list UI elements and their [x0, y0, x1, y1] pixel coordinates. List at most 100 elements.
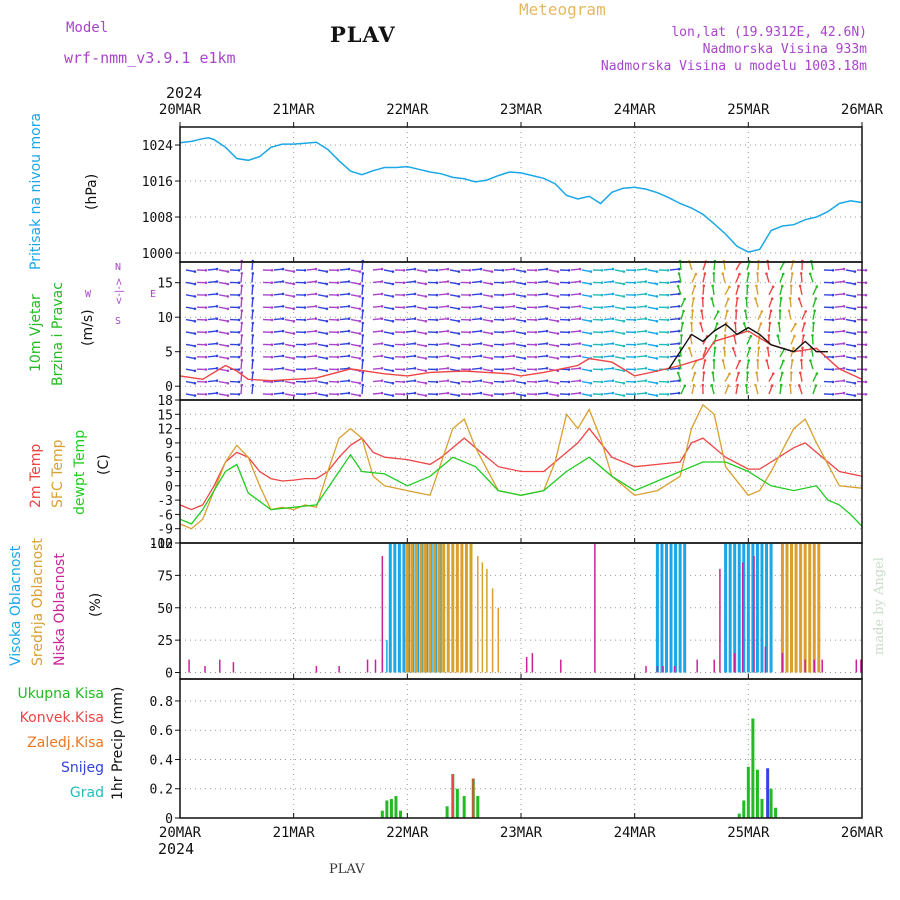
wind-arrow-head [402, 355, 406, 359]
precip-bar [462, 796, 466, 818]
wind-arrow [570, 293, 581, 296]
wind-arrow-head [611, 391, 615, 395]
wind-arrow-head [727, 384, 730, 388]
wind-arrow [284, 380, 295, 384]
wind-ylabel-1: 10m Vjetar [28, 294, 44, 372]
wind-arrow-head [523, 394, 527, 397]
wind-arrow-head [782, 359, 785, 363]
wind-arrow-head [391, 295, 395, 298]
temp2m-ylabel: 2m Temp [28, 443, 44, 508]
wind-arrow-head [589, 319, 593, 323]
wind-arrow-head [325, 332, 329, 335]
wind-arrow-head [814, 297, 818, 300]
wind-arrow-head [402, 306, 406, 309]
model-elevation-label: Nadmorska Visina u modelu 1003.18m [600, 59, 867, 74]
y-tick-label: 0 [165, 380, 173, 395]
wind-arrow-head [457, 307, 461, 311]
wind-arrow [548, 318, 559, 322]
wind-arrow-head [424, 369, 428, 373]
wind-arrow [350, 281, 361, 285]
wind-arrow-head [545, 342, 549, 345]
y-tick-label: 100 [150, 537, 173, 552]
wind-arrow-head [567, 293, 571, 297]
wind-arrow [845, 380, 856, 384]
wind-arrow-head [842, 280, 846, 283]
x-label-top: 20MAR [159, 102, 202, 118]
wind-arrow [471, 392, 482, 395]
cloud-bar [808, 543, 812, 673]
wind-arrow-head [240, 296, 244, 300]
wind-arrow-head [693, 371, 697, 375]
wind-arrow-head [292, 332, 296, 335]
wind-arrow [515, 343, 526, 347]
wind-arrow-head [578, 354, 582, 358]
wind-arrow-head [204, 368, 208, 371]
wind-arrow [581, 368, 592, 372]
wind-arrow [689, 335, 693, 345]
wind-arrow [207, 355, 218, 358]
wind-arrow-head [457, 319, 461, 323]
wind-arrow-head [688, 346, 691, 350]
wind-arrow-head [347, 342, 351, 345]
wind-arrow-head [721, 359, 725, 362]
wind-arrow-head [793, 334, 796, 338]
cloud-bar [760, 543, 764, 673]
wind-arrow-head [193, 369, 197, 373]
wind-arrow-head [737, 284, 740, 288]
wind-arrow [416, 380, 427, 384]
wind-arrow-head [380, 305, 384, 308]
wind-arrow-head [790, 371, 793, 374]
wind-arrow [702, 261, 707, 271]
wind-arrow-head [853, 369, 857, 373]
wind-arrow-head [237, 306, 241, 309]
wind-arrow [449, 356, 460, 360]
wind-arrow-head [534, 306, 538, 309]
wind-arrow [790, 360, 794, 370]
wind-arrow-head [746, 284, 749, 288]
wind-arrow-head [347, 317, 351, 321]
wind-arrow-head [780, 383, 783, 387]
wind-arrow [273, 380, 284, 383]
cloud-bar [673, 666, 676, 673]
wind-arrow [834, 318, 845, 321]
wind-arrow [702, 372, 705, 382]
wind-arrow-head [270, 368, 274, 371]
legend-snow: Snijeg [60, 760, 104, 776]
wind-arrow [570, 268, 581, 271]
wind-arrow-head [701, 296, 704, 300]
wind-arrow-head [314, 305, 318, 308]
wind-arrow [581, 318, 592, 322]
wind-arrow-head [644, 391, 648, 395]
y-tick-label: 0.6 [150, 724, 173, 739]
cloud-bar [446, 543, 450, 673]
wind-arrow-head [391, 357, 395, 360]
wind-arrow-head [490, 319, 494, 323]
wind-arrow [306, 355, 317, 358]
wind-arrow-head [655, 307, 659, 311]
wind-arrow-head [556, 332, 560, 335]
wind-arrows [185, 259, 868, 397]
wind-arrow [482, 356, 493, 360]
wind-arrow-head [251, 284, 255, 288]
wind-arrow-head [682, 309, 685, 313]
wind-arrow [284, 306, 295, 310]
cloud-bar [366, 659, 369, 673]
wind-arrow-head [281, 342, 285, 345]
cloud-bar [433, 543, 437, 673]
precip-bar [769, 788, 773, 818]
wind-arrow [722, 360, 726, 370]
wind-arrow-head [831, 281, 835, 285]
wind-arrow-head [655, 344, 659, 348]
wind-arrow [218, 380, 229, 384]
wind-arrow [350, 269, 361, 273]
wind-arrow [669, 342, 680, 346]
wind-arrow-head [292, 381, 296, 385]
wind-arrow-head [240, 272, 244, 275]
wind-arrow-head [347, 391, 351, 395]
wind-arrow-head [215, 292, 219, 296]
wind-arrow-head [215, 329, 219, 333]
wind-arrow-head [767, 334, 771, 337]
precip-bar [746, 766, 750, 818]
wind-arrow [383, 343, 394, 347]
